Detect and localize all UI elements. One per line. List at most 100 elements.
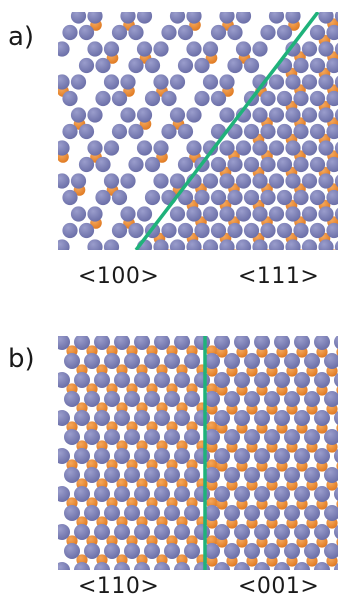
- large-atom: [174, 372, 190, 388]
- large-atom: [194, 57, 210, 74]
- large-atom: [174, 562, 190, 570]
- large-atom: [334, 563, 338, 570]
- large-atom: [309, 189, 326, 206]
- large-atom: [64, 467, 80, 483]
- large-atom: [204, 391, 220, 407]
- large-atom: [87, 239, 103, 250]
- large-atom: [154, 486, 170, 502]
- large-atom: [169, 173, 186, 189]
- large-atom: [62, 90, 78, 107]
- large-atom: [227, 156, 243, 173]
- large-atom: [326, 24, 338, 41]
- large-atom: [244, 353, 260, 369]
- large-atom: [254, 336, 270, 350]
- small-atom: [336, 538, 338, 546]
- large-atom: [184, 391, 200, 407]
- large-atom: [334, 411, 338, 425]
- large-atom: [134, 448, 150, 464]
- large-atom: [264, 429, 280, 445]
- large-atom: [62, 123, 78, 140]
- large-atom: [144, 353, 160, 369]
- large-atom: [134, 486, 150, 502]
- large-atom: [84, 391, 100, 407]
- large-atom: [58, 562, 70, 570]
- large-atom: [153, 41, 169, 57]
- large-atom: [276, 156, 293, 173]
- large-atom: [104, 467, 120, 483]
- large-atom: [70, 12, 87, 24]
- large-atom: [134, 372, 150, 388]
- large-atom: [120, 107, 136, 123]
- large-atom: [243, 222, 260, 239]
- large-atom: [314, 336, 330, 350]
- panel-b-label: b): [8, 344, 35, 374]
- large-atom: [194, 410, 210, 426]
- large-atom: [103, 173, 120, 189]
- large-atom: [235, 239, 252, 250]
- large-atom: [169, 12, 186, 24]
- large-atom: [78, 222, 95, 239]
- large-atom: [334, 487, 338, 501]
- large-atom: [210, 189, 227, 206]
- large-atom: [304, 505, 320, 521]
- large-atom: [318, 12, 334, 24]
- large-atom: [252, 74, 268, 90]
- large-atom: [254, 372, 270, 388]
- large-atom: [294, 336, 310, 350]
- large-atom: [124, 429, 140, 445]
- large-atom: [94, 562, 110, 570]
- large-atom: [334, 75, 338, 89]
- large-atom: [58, 239, 70, 250]
- large-atom: [58, 486, 70, 502]
- large-atom: [224, 505, 240, 521]
- large-atom: [161, 123, 177, 140]
- large-atom: [87, 107, 103, 123]
- large-atom: [324, 429, 338, 445]
- large-atom: [252, 239, 268, 250]
- large-atom: [326, 90, 338, 107]
- panel-b-right-direction-label: <001>: [238, 574, 320, 599]
- large-atom: [301, 140, 318, 156]
- large-atom: [334, 240, 338, 250]
- large-atom: [134, 336, 150, 350]
- large-atom: [174, 336, 190, 350]
- large-atom: [243, 156, 260, 173]
- large-atom: [235, 206, 252, 222]
- large-atom: [177, 222, 194, 239]
- large-atom: [301, 74, 318, 90]
- large-atom: [161, 90, 177, 107]
- large-atom: [264, 543, 280, 559]
- large-atom: [64, 543, 80, 559]
- large-atom: [58, 336, 70, 350]
- large-atom: [264, 467, 280, 483]
- large-atom: [294, 372, 310, 388]
- large-atom: [224, 353, 240, 369]
- large-atom: [235, 107, 252, 123]
- large-atom: [318, 206, 334, 222]
- large-atom: [153, 74, 169, 90]
- large-atom: [62, 222, 78, 239]
- large-atom: [64, 505, 80, 521]
- large-atom: [276, 90, 293, 107]
- large-atom: [202, 74, 219, 90]
- large-atom: [184, 467, 200, 483]
- large-atom: [268, 74, 285, 90]
- large-atom: [84, 505, 100, 521]
- large-atom: [144, 505, 160, 521]
- large-atom: [219, 74, 235, 90]
- large-atom: [164, 505, 180, 521]
- large-atom: [235, 41, 252, 57]
- large-atom: [260, 123, 276, 140]
- large-atom: [58, 410, 70, 426]
- large-atom: [284, 429, 300, 445]
- large-atom: [87, 12, 103, 24]
- large-atom: [227, 57, 243, 74]
- large-atom: [260, 156, 276, 173]
- large-atom: [254, 448, 270, 464]
- large-atom: [234, 448, 250, 464]
- large-atom: [318, 74, 334, 90]
- large-atom: [95, 156, 111, 173]
- large-atom: [244, 505, 260, 521]
- large-atom: [64, 391, 80, 407]
- large-atom: [326, 222, 338, 239]
